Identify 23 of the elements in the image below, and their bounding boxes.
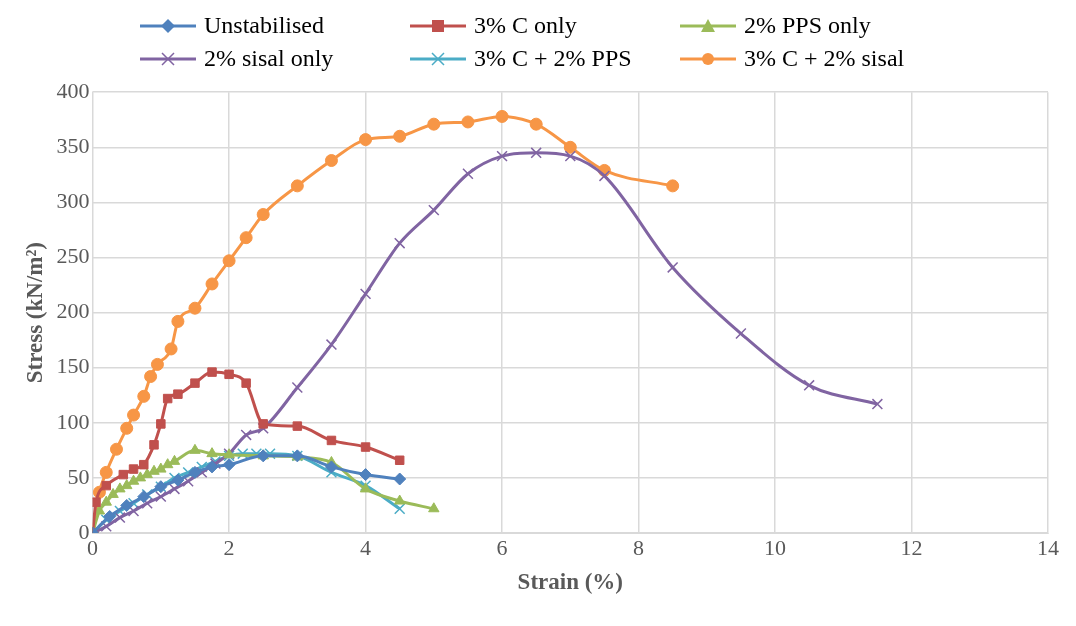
legend-label: Unstabilised	[204, 12, 324, 39]
x-tick-label: 12	[900, 534, 923, 560]
y-tick-label: 350	[56, 133, 90, 159]
legend-label: 3% C only	[474, 12, 577, 39]
x-tick-label: 8	[633, 534, 645, 560]
x-tick-label: 4	[360, 534, 372, 560]
y-tick-label: 100	[56, 408, 90, 434]
legend-label: 2% PPS only	[744, 12, 871, 39]
y-axis-title: Stress (kN/m²)	[21, 241, 47, 384]
y-tick-label: 400	[56, 77, 90, 103]
y-tick-label: 300	[56, 188, 90, 214]
legend-label: 3% C + 2% PPS	[474, 45, 632, 72]
x-tick-label: 2	[223, 534, 235, 560]
x-tick-label: 6	[496, 534, 508, 560]
y-tick-label: 200	[56, 298, 90, 324]
legend-label: 3% C + 2% sisal	[744, 45, 905, 72]
y-tick-label: 150	[56, 353, 90, 379]
x-tick-label: 10	[764, 534, 787, 560]
legend-label: 2% sisal only	[204, 45, 334, 72]
x-axis-title: Strain (%)	[517, 569, 624, 595]
x-tick-label: 14	[1037, 534, 1059, 560]
y-tick-label: 250	[56, 243, 90, 269]
y-tick-label: 50	[67, 463, 90, 489]
